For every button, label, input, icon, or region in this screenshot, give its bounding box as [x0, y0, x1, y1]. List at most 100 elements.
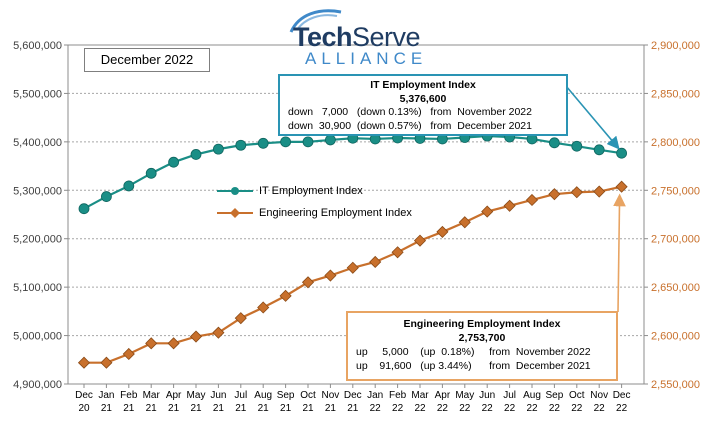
- eng-data-point: [77, 356, 91, 369]
- x-tick-label: Jan 22: [367, 390, 383, 414]
- eng-callout-value: 2,753,700: [458, 332, 506, 344]
- eng-callout-arrow: [613, 193, 626, 313]
- legend-it-marker-icon: [217, 187, 253, 195]
- x-tick-label: Dec 21: [344, 390, 362, 414]
- it-data-point: [324, 134, 336, 146]
- eng-data-point: [593, 185, 606, 198]
- y-left-tick-label: 4,900,000: [13, 379, 62, 391]
- y-right-tick-label: 2,650,000: [651, 282, 700, 294]
- eng-callout-row-2: up 91,600 (up 3.44%) from December 2021: [356, 360, 591, 372]
- it-data-point: [593, 144, 605, 156]
- legend-eng-label: Engineering Employment Index: [259, 207, 412, 219]
- it-data-point: [235, 139, 247, 151]
- eng-data-point: [257, 301, 270, 314]
- eng-data-point: [458, 216, 471, 229]
- eng-data-point: [212, 326, 225, 339]
- it-data-point: [616, 147, 627, 159]
- it-data-point: [78, 203, 90, 215]
- plot-border: [67, 44, 645, 385]
- period-label: December 2022: [84, 48, 210, 72]
- y-right-tick-label: 2,850,000: [651, 88, 700, 100]
- y-right-tick-label: 2,600,000: [651, 331, 700, 343]
- eng-data-point: [122, 347, 135, 361]
- it-callout-row-1: down 7,000 (down 0.13%) from November 20…: [288, 106, 532, 118]
- eng-data-point: [369, 255, 382, 269]
- plot-frame: [67, 44, 645, 385]
- eng-data-point: [189, 330, 203, 343]
- eng-data-point: [100, 356, 113, 369]
- it-data-point: [145, 167, 157, 179]
- it-data-point: [571, 140, 583, 152]
- it-callout-box: IT Employment Index 5,376,600 down 7,000…: [278, 74, 568, 136]
- x-tick-label: Feb 22: [389, 390, 407, 414]
- legend-item-eng: Engineering Employment Index: [215, 202, 415, 224]
- x-tick-label: Sep 21: [277, 390, 295, 414]
- x-tick-label: Aug 21: [254, 390, 272, 414]
- eng-data-point: [346, 261, 359, 274]
- eng-data-point: [324, 269, 337, 282]
- it-callout-row-2: down 30,900 (down 0.57%) from December 2…: [288, 119, 532, 132]
- eng-data-point: [413, 234, 427, 247]
- eng-data-point: [436, 225, 449, 238]
- x-tick-label: Feb 21: [120, 390, 138, 414]
- it-data-point: [123, 180, 135, 192]
- x-tick-label: Dec 22: [613, 390, 631, 414]
- y-right-tick-label: 2,800,000: [651, 137, 700, 149]
- y-left-tick-label: 5,500,000: [13, 88, 62, 100]
- x-tick-label: May 22: [455, 390, 474, 414]
- x-tick-label: Oct 21: [300, 390, 316, 414]
- x-tick-label: Mar 21: [143, 390, 161, 414]
- x-tick-label: May 21: [187, 390, 206, 414]
- x-tick-label: Apr 22: [435, 390, 451, 414]
- x-tick-label: Dec 20: [75, 390, 93, 414]
- y-right-tick-label: 2,900,000: [651, 40, 700, 52]
- eng-data-point: [234, 312, 247, 325]
- it-data-point: [190, 149, 202, 160]
- x-tick-label: Sep 22: [546, 390, 564, 414]
- logo-swoosh-icon: [289, 9, 342, 33]
- y-left-tick-label: 5,000,000: [13, 331, 62, 343]
- x-tick-label: Jun 22: [479, 390, 495, 414]
- legend-item-it: IT Employment Index: [215, 180, 415, 202]
- logo-subtitle: ALLIANCE: [305, 49, 428, 68]
- eng-data-point: [548, 188, 561, 201]
- it-data-point: [280, 136, 292, 148]
- eng-data-point: [145, 337, 158, 350]
- y-left-tick-label: 5,200,000: [13, 234, 62, 246]
- eng-callout-title: Engineering Employment Index: [403, 318, 561, 330]
- x-tick-label: Oct 22: [569, 390, 585, 414]
- series-layer: [77, 130, 628, 369]
- eng-data-point: [570, 186, 583, 199]
- it-callout-arrow: [565, 85, 620, 150]
- it-data-point: [212, 143, 224, 155]
- x-tick-label: Nov 21: [322, 390, 340, 414]
- y-right-tick-label: 2,700,000: [651, 234, 700, 246]
- y-left-tick-label: 5,400,000: [13, 137, 62, 149]
- eng-data-point: [525, 193, 539, 207]
- it-callout-value: 5,376,600: [399, 92, 447, 105]
- y-left-tick-label: 5,100,000: [13, 282, 62, 294]
- it-data-point: [302, 136, 314, 148]
- logo-tech-text: Tech: [293, 22, 353, 52]
- x-tick-label: Nov 22: [590, 390, 608, 414]
- callout-arrows: [565, 85, 626, 313]
- y-right-tick-label: 2,750,000: [651, 185, 700, 197]
- logo-serve-text: Serve: [352, 22, 421, 52]
- x-tick-label: Jul 21: [234, 390, 247, 414]
- y-axis-right: 2,550,000 2,600,000 2,650,000 2,700,000 2,75…: [644, 40, 700, 391]
- y-right-tick-label: 2,550,000: [651, 379, 700, 391]
- legend: IT Employment Index Engineering Employme…: [215, 180, 415, 224]
- legend-eng-marker-icon: [217, 208, 253, 218]
- eng-data-point: [503, 199, 516, 212]
- y-axis-left: 4,900,000 5,000,000 5,100,000 5,200,000 5,30…: [13, 40, 68, 391]
- it-data-point: [549, 137, 560, 149]
- logo-wordmark: TechServe: [293, 22, 421, 53]
- it-callout-title: IT Employment Index: [370, 79, 476, 91]
- eng-data-point: [391, 246, 404, 259]
- techserve-alliance-logo: TechServe ALLIANCE: [285, 6, 445, 68]
- y-left-tick-label: 5,600,000: [13, 40, 62, 52]
- x-tick-label: Jan 21: [98, 390, 114, 414]
- x-tick-label: Jul 22: [503, 390, 516, 414]
- eng-data-point: [301, 276, 315, 289]
